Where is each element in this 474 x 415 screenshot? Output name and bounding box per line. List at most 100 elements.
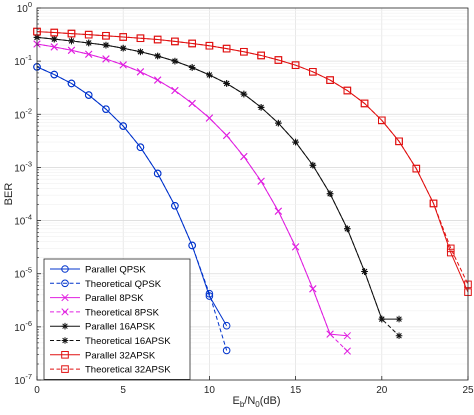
series-theoretical-32apsk (33, 27, 472, 289)
y-tick-label-exponent: -3 (25, 159, 32, 168)
legend-swatch-marker (61, 337, 69, 344)
point-theoretical-32apsk (395, 137, 403, 146)
point-theoretical-16apsk (344, 225, 351, 233)
point-theoretical-qpsk (84, 91, 93, 99)
tick-labels: 0 5 10 15 20 2510010-110-210-310-410-510-610-… (14, 0, 474, 396)
point-theoretical-32apsk (136, 34, 145, 43)
point-theoretical-32apsk (257, 51, 265, 60)
legend-label: Theoretical 8PSK (85, 307, 160, 318)
y-tick-label-base: 10 (14, 376, 26, 387)
legend-swatch-marker (61, 351, 69, 359)
y-tick-label: 10-3 (14, 159, 32, 174)
y-tick-label-exponent: 0 (28, 0, 32, 9)
legend-label: Theoretical QPSK (85, 279, 162, 290)
point-theoretical-32apsk (309, 68, 317, 76)
point-theoretical-8psk (154, 76, 162, 84)
point-theoretical-32apsk (84, 30, 93, 39)
legend-swatch-marker (61, 322, 69, 330)
point-theoretical-32apsk (446, 244, 455, 253)
point-theoretical-16apsk (119, 44, 127, 52)
legend-label: Parallel 16APSK (85, 322, 156, 333)
legend-item: Theoretical 16APSK (50, 336, 171, 347)
point-theoretical-16apsk (395, 332, 403, 340)
legend-item: Parallel 8PSK (50, 293, 144, 304)
point-theoretical-8psk (326, 330, 334, 338)
y-tick-label-exponent: -1 (25, 53, 32, 62)
point-theoretical-32apsk (429, 199, 438, 208)
y-tick-label: 10-1 (14, 53, 32, 68)
point-theoretical-32apsk (274, 56, 283, 64)
point-theoretical-32apsk (205, 41, 214, 50)
legend: Parallel QPSK Theoretical QPSK Parallel 8P… (43, 258, 191, 380)
point-theoretical-16apsk (50, 35, 58, 43)
x-axis-label-mid: /N (244, 395, 255, 407)
point-theoretical-8psk (291, 243, 300, 251)
y-tick-label-base: 10 (14, 270, 26, 281)
x-axis-label: Eb/N0(dB) (232, 395, 280, 409)
point-theoretical-32apsk (412, 164, 421, 173)
y-tick-label-base: 10 (14, 323, 26, 334)
point-theoretical-32apsk (360, 99, 369, 108)
legend-item: Parallel 32APSK (50, 350, 156, 361)
point-theoretical-32apsk (171, 37, 179, 46)
point-theoretical-32apsk (50, 28, 59, 37)
point-theoretical-16apsk (68, 37, 75, 45)
point-parallel-8psk (343, 332, 351, 340)
legend-swatch-marker (61, 265, 69, 273)
point-theoretical-8psk (119, 61, 127, 69)
point-theoretical-qpsk (119, 122, 127, 130)
point-theoretical-16apsk (102, 41, 110, 49)
point-theoretical-8psk (188, 99, 196, 108)
point-theoretical-qpsk (171, 201, 179, 210)
legend-box (43, 258, 191, 380)
point-theoretical-16apsk (275, 119, 282, 127)
point-theoretical-16apsk (240, 90, 248, 98)
point-theoretical-32apsk (240, 47, 248, 56)
legend-swatch-marker (61, 308, 69, 316)
point-theoretical-8psk (85, 50, 93, 58)
point-theoretical-16apsk (85, 39, 93, 47)
point-theoretical-16apsk (257, 104, 265, 111)
x-tick-label: 20 (376, 385, 388, 396)
y-tick-label-exponent: -4 (25, 213, 32, 222)
point-parallel-32apsk (446, 248, 455, 257)
y-tick-label: 10-6 (14, 319, 32, 334)
y-tick-label-base: 10 (14, 163, 26, 174)
legend-item: Theoretical 8PSK (50, 307, 160, 318)
legend-item: Theoretical 32APSK (50, 365, 171, 376)
point-theoretical-32apsk (343, 86, 352, 95)
legend-item: Parallel QPSK (50, 265, 146, 276)
plot-frame (36, 7, 469, 381)
legend-label: Theoretical 16APSK (85, 336, 171, 347)
x-tick-label: 5 (120, 385, 126, 396)
legend-label: Parallel 8PSK (85, 293, 144, 304)
point-theoretical-16apsk (292, 138, 299, 146)
y-tick-label: 10-7 (14, 372, 32, 387)
point-theoretical-8psk (136, 68, 145, 76)
y-tick-label-base: 10 (17, 4, 29, 15)
point-theoretical-8psk (222, 131, 231, 140)
legend-label: Parallel QPSK (85, 265, 146, 276)
legend-swatch-marker (61, 293, 69, 302)
y-tick-label: 100 (17, 0, 32, 15)
x-tick-label: 10 (204, 385, 216, 396)
legend-label: Parallel 32APSK (85, 350, 156, 361)
legend-swatch-marker (61, 279, 69, 288)
point-theoretical-16apsk (154, 52, 161, 60)
point-theoretical-qpsk (222, 346, 231, 355)
point-theoretical-8psk (343, 347, 351, 355)
point-theoretical-16apsk (206, 71, 213, 79)
point-theoretical-qpsk (50, 70, 59, 79)
point-theoretical-16apsk (223, 80, 230, 87)
point-theoretical-32apsk (188, 39, 196, 48)
y-axis-label: BER (3, 183, 15, 206)
point-theoretical-16apsk (361, 268, 368, 275)
point-theoretical-32apsk (102, 31, 110, 40)
x-tick-label: 15 (290, 385, 302, 396)
x-axis-label-sub-0: 0 (255, 400, 260, 409)
x-tick-label: 0 (34, 385, 40, 396)
y-tick-label-base: 10 (14, 57, 26, 68)
point-theoretical-32apsk (326, 76, 334, 84)
point-theoretical-16apsk (171, 57, 179, 65)
